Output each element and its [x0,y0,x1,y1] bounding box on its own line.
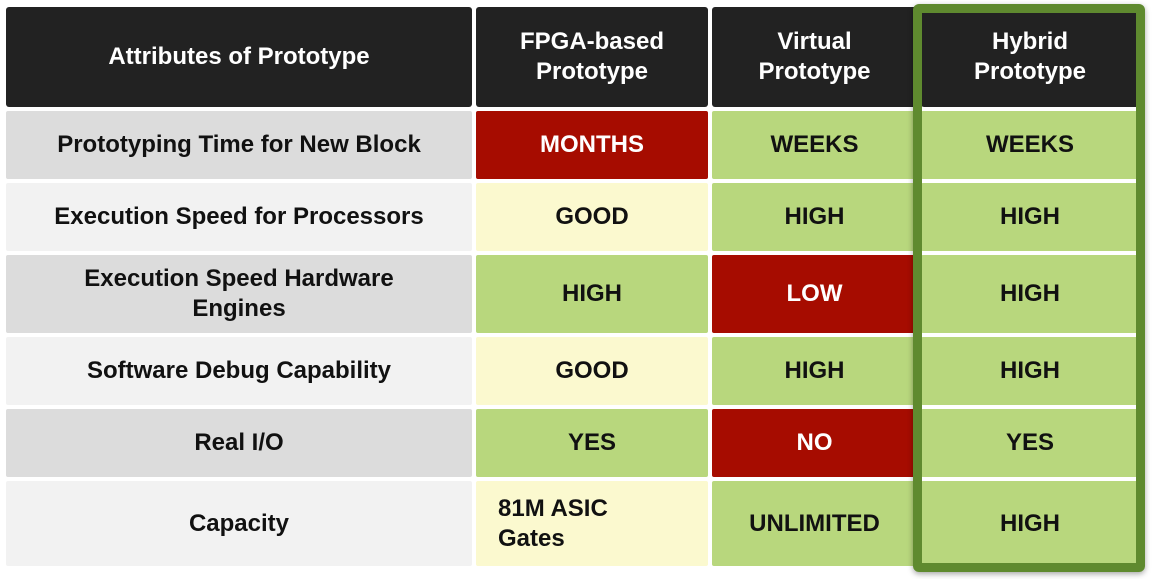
row-attribute-label: Capacity [6,481,472,566]
table-body: Prototyping Time for New Block MONTHS WEEK… [6,111,1139,566]
cell-hybrid: HIGH [921,255,1139,333]
row-attribute-label: Prototyping Time for New Block [6,111,472,179]
header-hybrid: Hybrid Prototype [921,7,1139,107]
header-fpga: FPGA-based Prototype [476,7,708,107]
table-row: Execution Speed Hardware Engines HIGH LOW H… [6,255,1139,333]
cell-virtual: LOW [712,255,917,333]
cell-virtual: HIGH [712,337,917,405]
cell-virtual: NO [712,409,917,477]
row-attribute-label: Execution Speed Hardware Engines [6,255,472,333]
table-row: Capacity 81M ASIC Gates UNLIMITED HIGH [6,481,1139,566]
cell-hybrid: HIGH [921,337,1139,405]
table-row: Execution Speed for Processors GOOD HIGH HI… [6,183,1139,251]
row-attribute-label: Software Debug Capability [6,337,472,405]
cell-virtual: HIGH [712,183,917,251]
table-row: Software Debug Capability GOOD HIGH HIGH [6,337,1139,405]
table-row: Real I/O YES NO YES [6,409,1139,477]
cell-fpga: GOOD [476,337,708,405]
cell-fpga: HIGH [476,255,708,333]
cell-fpga: 81M ASIC Gates [476,481,708,566]
cell-virtual: UNLIMITED [712,481,917,566]
header-row: Attributes of Prototype FPGA-based Proto… [6,7,1139,107]
cell-hybrid: HIGH [921,481,1139,566]
cell-fpga: YES [476,409,708,477]
header-attributes: Attributes of Prototype [6,7,472,107]
cell-fpga: MONTHS [476,111,708,179]
row-attribute-label: Real I/O [6,409,472,477]
cell-hybrid: WEEKS [921,111,1139,179]
cell-fpga: GOOD [476,183,708,251]
cell-virtual: WEEKS [712,111,917,179]
header-virtual: Virtual Prototype [712,7,917,107]
table-row: Prototyping Time for New Block MONTHS WEEK… [6,111,1139,179]
row-attribute-label: Execution Speed for Processors [6,183,472,251]
cell-hybrid: YES [921,409,1139,477]
cell-hybrid: HIGH [921,183,1139,251]
comparison-table: Attributes of Prototype FPGA-based Proto… [2,3,1143,570]
